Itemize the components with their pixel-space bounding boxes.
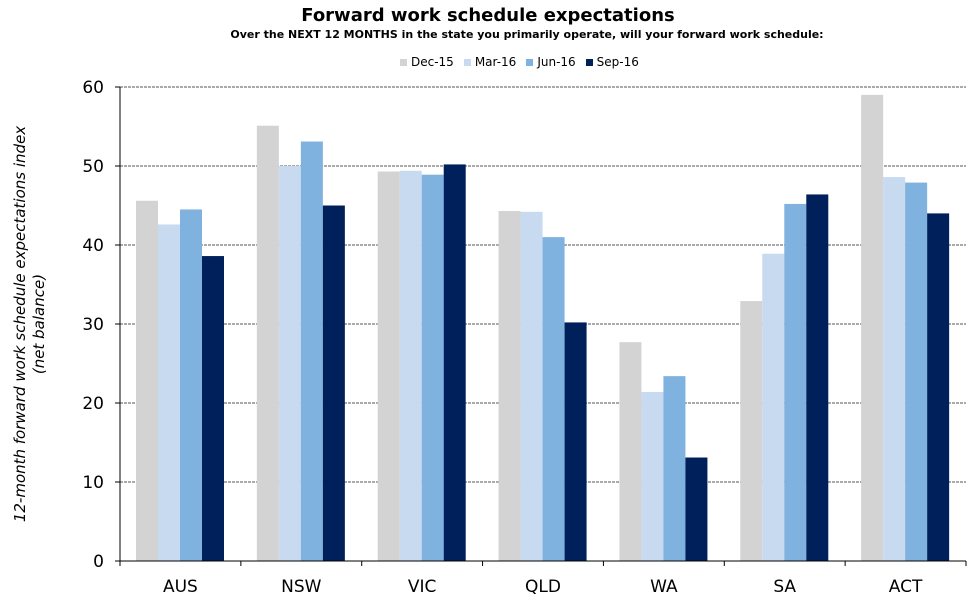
bar-qld-sep-16 — [564, 322, 587, 561]
legend-swatch-jun16 — [526, 58, 534, 66]
bar-nsw-jun-16 — [300, 141, 323, 561]
y-tick-label-10: 10 — [82, 473, 104, 493]
legend-swatch-dec15 — [400, 58, 407, 66]
legend-label-sep16: Sep-16 — [596, 55, 639, 69]
bar-aus-sep-16 — [202, 256, 224, 561]
x-tick-label-vic: VIC — [408, 577, 437, 597]
bar-qld-dec-15 — [498, 211, 521, 561]
y-tick-label-40: 40 — [82, 236, 104, 256]
x-tick-label-sa: SA — [773, 577, 796, 597]
y-tick-label-30: 30 — [82, 315, 104, 335]
chart-subtitle: Over the NEXT 12 MONTHS in the state you… — [230, 28, 824, 41]
x-tick-label-qld: QLD — [525, 577, 561, 597]
bar-aus-mar-16 — [158, 224, 180, 561]
y-tick-label-50: 50 — [82, 157, 104, 177]
legend-item-mar16: Mar-16 — [463, 55, 517, 69]
legend-label-dec15: Dec-15 — [411, 55, 454, 69]
bar-sa-sep-16 — [806, 194, 829, 561]
legend-item-sep16: Sep-16 — [585, 55, 639, 69]
bar-wa-sep-16 — [685, 457, 708, 561]
bar-vic-mar-16 — [399, 170, 422, 562]
bar-sa-dec-15 — [740, 301, 763, 561]
chart-legend: Dec-15 Mar-16 Jun-16 Sep-16 — [400, 53, 639, 71]
bar-aus-jun-16 — [180, 209, 202, 561]
legend-swatch-mar16 — [463, 58, 471, 66]
legend-label-jun16: Jun-16 — [537, 55, 576, 69]
bar-vic-dec-15 — [377, 171, 400, 561]
y-tick-labels: 0 10 20 30 40 50 60 — [82, 78, 104, 572]
bar-wa-jun-16 — [663, 376, 686, 561]
bar-nsw-dec-15 — [256, 125, 279, 562]
x-tick-label-nsw: NSW — [281, 577, 322, 597]
bar-sa-mar-16 — [762, 253, 785, 561]
x-tick-label-aus: AUS — [163, 577, 198, 597]
legend-swatch-sep16 — [585, 58, 593, 66]
bar-act-mar-16 — [883, 177, 906, 561]
axes — [115, 86, 967, 566]
bar-qld-mar-16 — [520, 211, 543, 561]
bar-vic-jun-16 — [421, 174, 444, 561]
bar-nsw-sep-16 — [322, 205, 345, 561]
x-tick-labels: AUS NSW VIC QLD WA SA ACT — [163, 577, 923, 597]
bar-aus-dec-15 — [136, 200, 158, 561]
y-tick-label-60: 60 — [82, 78, 104, 98]
bar-wa-dec-15 — [619, 342, 642, 561]
bar-act-jun-16 — [905, 182, 928, 561]
y-tick-label-0: 0 — [93, 552, 104, 572]
y-tick-label-20: 20 — [82, 394, 104, 414]
bar-nsw-mar-16 — [278, 166, 301, 561]
bar-vic-sep-16 — [443, 164, 466, 562]
legend-label-mar16: Mar-16 — [474, 55, 517, 69]
chart-title: Forward work schedule expectations — [301, 5, 675, 26]
x-tick-label-act: ACT — [889, 577, 923, 597]
bar-sa-jun-16 — [784, 203, 807, 562]
bar-qld-jun-16 — [542, 237, 565, 561]
legend-item-jun16: Jun-16 — [526, 55, 576, 69]
legend-item-dec15: Dec-15 — [400, 55, 454, 69]
x-tick-label-wa: WA — [650, 577, 678, 597]
bars — [136, 94, 950, 562]
bar-act-dec-15 — [861, 94, 884, 562]
bar-act-sep-16 — [927, 213, 950, 561]
bar-wa-mar-16 — [641, 391, 664, 561]
